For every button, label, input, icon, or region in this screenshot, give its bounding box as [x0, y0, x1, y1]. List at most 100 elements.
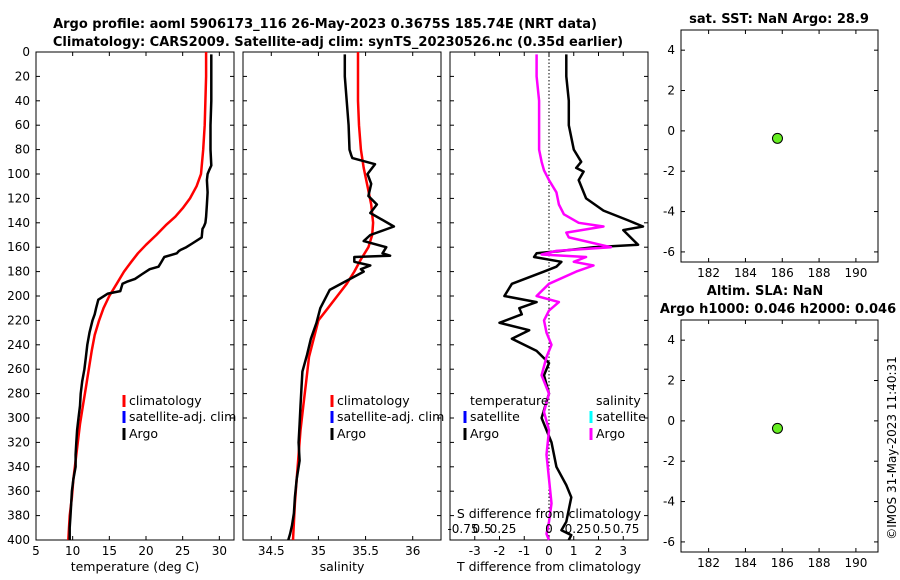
x-tick-label: 25	[175, 544, 190, 558]
x-tick-label: -3	[469, 544, 481, 558]
x-tick-label: 186	[771, 266, 794, 280]
s-difference-ticks: -0.750.50.25 0 0.25 0.5 0.75	[447, 522, 639, 536]
temperature-ticks: 5 10 15 20 25 3002040608010012014016018020022…	[7, 45, 234, 558]
temperature-xlabel: temperature (deg C)	[71, 559, 200, 574]
x-tick-label: 1	[570, 544, 578, 558]
sla-ticks: 182 184 186 188 190 4 2 0 -2 -4 -6	[663, 320, 878, 570]
legend-sat-label: satellite-adj. clim	[337, 409, 444, 424]
difference-panel: -3 -2 -1 0 1 2 3 T difference from climatology…	[447, 51, 649, 574]
s-tick-label: 0	[545, 522, 553, 536]
y-tick-label: 260	[7, 362, 30, 376]
argo-line	[287, 54, 396, 541]
x-tick-label: 3	[619, 544, 627, 558]
sst-points	[771, 132, 783, 144]
x-tick-label: -2	[494, 544, 506, 558]
y-tick-label: 160	[7, 240, 30, 254]
y-tick-label: 180	[7, 265, 30, 279]
temperature-axes-frame	[35, 51, 235, 541]
y-tick-label: 120	[7, 191, 30, 205]
figure-title-line-1: Argo profile: aoml 5906173_116 26-May-20…	[53, 17, 597, 32]
y-tick-label: 80	[15, 143, 30, 157]
sst-axes-frame	[680, 29, 879, 263]
y-tick-label: 280	[7, 387, 30, 401]
s-tick-label: 0.5	[592, 522, 611, 536]
y-tick-label: 200	[7, 289, 30, 303]
legend-argo-label: Argo	[337, 426, 366, 441]
y-tick-label: 2	[667, 374, 675, 388]
legend-temperature-title: temperature	[470, 393, 549, 408]
y-tick-label: 4	[667, 333, 675, 347]
legend-t-argo-label: Argo	[470, 426, 499, 441]
sst-ticks: 182 184 186 188 190 4 2 0 -2 -4 -6	[663, 30, 878, 280]
y-tick-label: -2	[663, 164, 675, 178]
legend-sat-label: satellite-adj. clim	[129, 409, 236, 424]
y-tick-label: 40	[15, 94, 30, 108]
y-tick-label: -6	[663, 245, 675, 259]
difference-legend: temperature satellite Argo salinity sate…	[463, 393, 646, 441]
sla-title-line-2: Argo h1000: 0.046 h2000: 0.046	[660, 302, 896, 317]
y-tick-label: 2	[667, 84, 675, 98]
salinity-ticks: 34.5 35 35.5 36	[243, 51, 441, 558]
y-tick-label: 300	[7, 411, 30, 425]
temperature-argo-line	[498, 54, 645, 541]
x-tick-label: 0	[545, 544, 553, 558]
y-tick-label: -4	[663, 205, 675, 219]
y-tick-label: 400	[7, 533, 30, 547]
x-tick-label: 190	[844, 556, 867, 570]
sst-panel: sat. SST: NaN Argo: 28.9 182 184 186 188 190…	[663, 12, 879, 280]
sla-points	[771, 422, 783, 434]
s-tick-label: 0.25	[490, 522, 517, 536]
legend-s-sat-label: satellite	[596, 409, 646, 424]
y-tick-label: 220	[7, 313, 30, 327]
argo-line	[68, 54, 213, 540]
x-tick-label: 188	[808, 266, 831, 280]
figure-title-line-2: Climatology: CARS2009. Satellite-adj cli…	[53, 35, 623, 50]
legend-t-sat-label: satellite	[470, 409, 520, 424]
difference-series	[498, 54, 645, 541]
sla-panel: Altim. SLA: NaN Argo h1000: 0.046 h2000:…	[660, 284, 896, 570]
y-tick-label: 0	[22, 45, 30, 59]
temperature-series	[67, 52, 213, 541]
x-tick-label: 184	[734, 266, 757, 280]
y-tick-label: 60	[15, 118, 30, 132]
salinity-panel: 34.5 35 35.5 36 salinity climatology satell…	[242, 51, 444, 574]
y-tick-label: 360	[7, 484, 30, 498]
salinity-argo-line	[535, 54, 613, 541]
x-tick-label: 15	[102, 544, 117, 558]
legend-clim-label: climatology	[337, 393, 410, 408]
s-difference-label: S difference from climatology	[457, 506, 642, 521]
legend-argo-label: Argo	[129, 426, 158, 441]
difference-xlabel: T difference from climatology	[456, 559, 642, 574]
x-tick-label: 35	[311, 544, 326, 558]
sla-title: Altim. SLA: NaN	[707, 284, 823, 299]
y-tick-label: -2	[663, 454, 675, 468]
x-tick-label: -1	[518, 544, 530, 558]
x-tick-label: 188	[808, 556, 831, 570]
legend-clim-label: climatology	[129, 393, 202, 408]
y-tick-label: 240	[7, 338, 30, 352]
x-tick-label: 184	[734, 556, 757, 570]
sla-axes-frame	[680, 319, 879, 553]
s-tick-label: -0.75	[447, 522, 478, 536]
temperature-legend: climatology satellite-adj. clim Argo	[122, 393, 236, 441]
s-tick-label: 0.5	[472, 522, 491, 536]
x-tick-label: 186	[771, 556, 794, 570]
argo-location-marker	[771, 132, 783, 144]
x-tick-label: 30	[212, 544, 227, 558]
y-tick-label: 340	[7, 460, 30, 474]
x-tick-label: 5	[32, 544, 40, 558]
x-tick-label: 190	[844, 266, 867, 280]
y-tick-label: 380	[7, 509, 30, 523]
x-tick-label: 10	[65, 544, 80, 558]
x-tick-label: 35.5	[352, 544, 379, 558]
y-tick-label: 140	[7, 216, 30, 230]
sst-title: sat. SST: NaN Argo: 28.9	[689, 12, 869, 27]
x-tick-label: 20	[138, 544, 153, 558]
x-tick-label: 182	[697, 266, 720, 280]
timestamp-stamp: ©IMOS 31-May-2023 11:40:31	[885, 356, 899, 540]
y-tick-label: 320	[7, 435, 30, 449]
x-tick-label: 36	[405, 544, 420, 558]
difference-ticks: -3 -2 -1 0 1 2 3	[450, 51, 648, 558]
y-tick-label: -6	[663, 535, 675, 549]
